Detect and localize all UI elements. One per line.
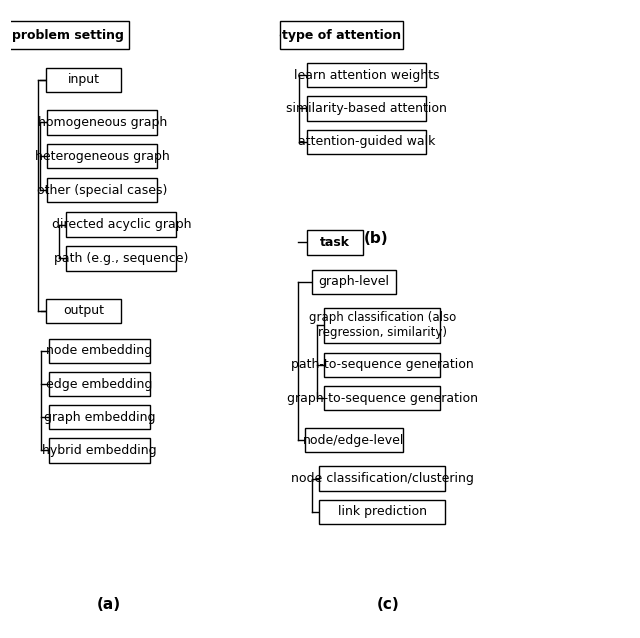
FancyBboxPatch shape: [47, 178, 157, 202]
Text: graph classification (also
regression, similarity): graph classification (also regression, s…: [308, 311, 456, 339]
Text: attention-guided walk: attention-guided walk: [298, 135, 435, 148]
FancyBboxPatch shape: [49, 372, 150, 396]
Text: directed acyclic graph: directed acyclic graph: [52, 218, 191, 231]
FancyBboxPatch shape: [46, 68, 122, 92]
Text: (c): (c): [377, 597, 400, 612]
FancyBboxPatch shape: [6, 21, 129, 50]
FancyBboxPatch shape: [324, 308, 440, 343]
Text: similarity-based attention: similarity-based attention: [286, 102, 447, 115]
FancyBboxPatch shape: [307, 230, 364, 255]
Text: node embedding: node embedding: [46, 345, 152, 357]
FancyBboxPatch shape: [312, 270, 396, 294]
Text: node/edge-level: node/edge-level: [303, 434, 404, 447]
FancyBboxPatch shape: [67, 212, 177, 237]
FancyBboxPatch shape: [49, 438, 150, 463]
FancyBboxPatch shape: [319, 500, 445, 524]
Text: type of attention: type of attention: [282, 29, 401, 41]
Text: (b): (b): [364, 230, 388, 246]
FancyBboxPatch shape: [49, 339, 150, 363]
FancyBboxPatch shape: [47, 144, 157, 168]
Text: heterogeneous graph: heterogeneous graph: [35, 150, 170, 163]
FancyBboxPatch shape: [305, 428, 403, 452]
FancyBboxPatch shape: [307, 96, 426, 121]
Text: path (e.g., sequence): path (e.g., sequence): [54, 252, 189, 265]
Text: path-to-sequence generation: path-to-sequence generation: [291, 359, 474, 371]
FancyBboxPatch shape: [280, 21, 403, 50]
Text: hybrid embedding: hybrid embedding: [42, 444, 157, 457]
Text: learn attention weights: learn attention weights: [294, 69, 439, 82]
FancyBboxPatch shape: [49, 405, 150, 429]
Text: output: output: [63, 304, 104, 317]
FancyBboxPatch shape: [67, 246, 177, 271]
Text: edge embedding: edge embedding: [46, 378, 152, 390]
Text: task: task: [320, 236, 350, 249]
FancyBboxPatch shape: [324, 353, 440, 377]
Text: graph embedding: graph embedding: [44, 411, 155, 424]
FancyBboxPatch shape: [324, 386, 440, 410]
Text: problem setting: problem setting: [12, 29, 124, 41]
Text: graph-to-sequence generation: graph-to-sequence generation: [287, 392, 477, 404]
FancyBboxPatch shape: [319, 466, 445, 491]
Text: (a): (a): [97, 597, 121, 612]
Text: link prediction: link prediction: [338, 505, 427, 518]
Text: node classification/clustering: node classification/clustering: [291, 472, 474, 485]
Text: graph-level: graph-level: [319, 276, 390, 288]
Text: input: input: [68, 73, 100, 86]
FancyBboxPatch shape: [307, 130, 426, 154]
FancyBboxPatch shape: [46, 299, 122, 323]
FancyBboxPatch shape: [47, 110, 157, 135]
Text: homogeneous graph: homogeneous graph: [38, 116, 167, 129]
FancyBboxPatch shape: [307, 63, 426, 87]
Text: other (special cases): other (special cases): [37, 184, 168, 197]
